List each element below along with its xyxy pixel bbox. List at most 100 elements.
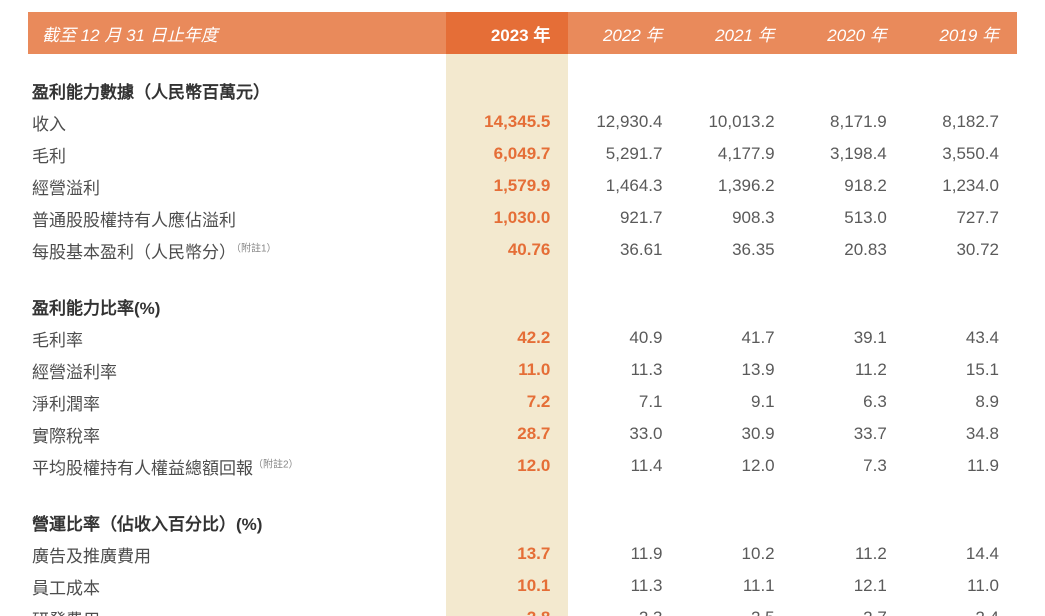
cell-value: 33.0 bbox=[568, 418, 680, 450]
cell-value: 921.7 bbox=[568, 202, 680, 234]
cell-value: 7.3 bbox=[793, 450, 905, 482]
cell-value: 4,177.9 bbox=[681, 138, 793, 170]
cell-value: 12.0 bbox=[681, 450, 793, 482]
cell-value: 11.9 bbox=[568, 538, 680, 570]
section-title: 盈利能力數據（人民幣百萬元） bbox=[28, 74, 446, 106]
cell-highlight: 2.8 bbox=[446, 602, 568, 616]
cell-highlight: 13.7 bbox=[446, 538, 568, 570]
cell-value: 34.8 bbox=[905, 418, 1017, 450]
cell-value: 513.0 bbox=[793, 202, 905, 234]
cell-value: 8,171.9 bbox=[793, 106, 905, 138]
cell-value: 1,234.0 bbox=[905, 170, 1017, 202]
header-title: 截至 12 月 31 日止年度 bbox=[28, 12, 446, 54]
header-year: 2023 年 bbox=[446, 12, 568, 54]
table-row: 經營溢利率11.011.313.911.215.1 bbox=[28, 354, 1017, 386]
table-row: 實際稅率28.733.030.933.734.8 bbox=[28, 418, 1017, 450]
table-row: 員工成本10.111.311.112.111.0 bbox=[28, 570, 1017, 602]
section-title: 盈利能力比率(%) bbox=[28, 290, 446, 322]
cell-highlight: 11.0 bbox=[446, 354, 568, 386]
cell-value: 11.2 bbox=[793, 354, 905, 386]
cell-highlight: 6,049.7 bbox=[446, 138, 568, 170]
cell-highlight: 14,345.5 bbox=[446, 106, 568, 138]
cell-value: 30.9 bbox=[681, 418, 793, 450]
section-title-row: 盈利能力數據（人民幣百萬元） bbox=[28, 74, 1017, 106]
cell-value: 6.3 bbox=[793, 386, 905, 418]
row-label: 研發費用 bbox=[28, 602, 446, 616]
table-row: 收入14,345.512,930.410,013.28,171.98,182.7 bbox=[28, 106, 1017, 138]
cell-highlight: 1,579.9 bbox=[446, 170, 568, 202]
row-label: 平均股權持有人權益總額回報（附註2） bbox=[28, 450, 446, 482]
row-label: 每股基本盈利（人民幣分）（附註1） bbox=[28, 234, 446, 266]
spacer-row bbox=[28, 482, 1017, 506]
header-year: 2019 年 bbox=[905, 12, 1017, 54]
row-label: 廣告及推廣費用 bbox=[28, 538, 446, 570]
cell-value: 5,291.7 bbox=[568, 138, 680, 170]
table-row: 平均股權持有人權益總額回報（附註2）12.011.412.07.311.9 bbox=[28, 450, 1017, 482]
cell-value: 14.4 bbox=[905, 538, 1017, 570]
cell-value: 36.35 bbox=[681, 234, 793, 266]
cell-value: 10,013.2 bbox=[681, 106, 793, 138]
spacer-row bbox=[28, 54, 1017, 74]
table-row: 毛利率42.240.941.739.143.4 bbox=[28, 322, 1017, 354]
cell-value: 3,198.4 bbox=[793, 138, 905, 170]
section-title-row: 盈利能力比率(%) bbox=[28, 290, 1017, 322]
cell-value: 11.9 bbox=[905, 450, 1017, 482]
row-label: 毛利率 bbox=[28, 322, 446, 354]
header-year: 2021 年 bbox=[681, 12, 793, 54]
cell-value: 11.2 bbox=[793, 538, 905, 570]
table-row: 每股基本盈利（人民幣分）（附註1）40.7636.6136.3520.8330.… bbox=[28, 234, 1017, 266]
cell-highlight: 7.2 bbox=[446, 386, 568, 418]
cell-value: 20.83 bbox=[793, 234, 905, 266]
cell-value: 12,930.4 bbox=[568, 106, 680, 138]
table-row: 普通股股權持有人應佔溢利1,030.0921.7908.3513.0727.7 bbox=[28, 202, 1017, 234]
header-year: 2020 年 bbox=[793, 12, 905, 54]
cell-highlight: 28.7 bbox=[446, 418, 568, 450]
cell-value: 2.5 bbox=[681, 602, 793, 616]
cell-value: 8.9 bbox=[905, 386, 1017, 418]
cell-value: 15.1 bbox=[905, 354, 1017, 386]
cell-highlight: 42.2 bbox=[446, 322, 568, 354]
table-row: 研發費用2.82.32.52.72.4 bbox=[28, 602, 1017, 616]
cell-value: 908.3 bbox=[681, 202, 793, 234]
section-title: 營運比率（佔收入百分比）(%) bbox=[28, 506, 446, 538]
table-row: 毛利6,049.75,291.74,177.93,198.43,550.4 bbox=[28, 138, 1017, 170]
cell-value: 11.4 bbox=[568, 450, 680, 482]
cell-value: 12.1 bbox=[793, 570, 905, 602]
cell-highlight: 12.0 bbox=[446, 450, 568, 482]
cell-highlight: 40.76 bbox=[446, 234, 568, 266]
row-label: 員工成本 bbox=[28, 570, 446, 602]
footnote-ref: （附註2） bbox=[253, 459, 299, 470]
header-year: 2022 年 bbox=[568, 12, 680, 54]
cell-value: 43.4 bbox=[905, 322, 1017, 354]
cell-value: 1,396.2 bbox=[681, 170, 793, 202]
cell-value: 11.3 bbox=[568, 354, 680, 386]
row-label: 普通股股權持有人應佔溢利 bbox=[28, 202, 446, 234]
financial-table: 截至 12 月 31 日止年度2023 年2022 年2021 年2020 年2… bbox=[28, 12, 1017, 616]
cell-value: 30.72 bbox=[905, 234, 1017, 266]
cell-value: 11.0 bbox=[905, 570, 1017, 602]
cell-value: 39.1 bbox=[793, 322, 905, 354]
cell-value: 8,182.7 bbox=[905, 106, 1017, 138]
table-row: 淨利潤率7.27.19.16.38.9 bbox=[28, 386, 1017, 418]
cell-value: 918.2 bbox=[793, 170, 905, 202]
table-row: 廣告及推廣費用13.711.910.211.214.4 bbox=[28, 538, 1017, 570]
row-label: 淨利潤率 bbox=[28, 386, 446, 418]
cell-value: 11.1 bbox=[681, 570, 793, 602]
row-label: 收入 bbox=[28, 106, 446, 138]
row-label: 毛利 bbox=[28, 138, 446, 170]
cell-value: 3,550.4 bbox=[905, 138, 1017, 170]
cell-value: 33.7 bbox=[793, 418, 905, 450]
row-label: 經營溢利率 bbox=[28, 354, 446, 386]
cell-value: 727.7 bbox=[905, 202, 1017, 234]
cell-value: 10.2 bbox=[681, 538, 793, 570]
cell-value: 1,464.3 bbox=[568, 170, 680, 202]
cell-value: 13.9 bbox=[681, 354, 793, 386]
cell-value: 40.9 bbox=[568, 322, 680, 354]
cell-value: 11.3 bbox=[568, 570, 680, 602]
cell-highlight: 10.1 bbox=[446, 570, 568, 602]
footnote-ref: （附註1） bbox=[236, 243, 277, 254]
cell-value: 2.3 bbox=[568, 602, 680, 616]
cell-value: 41.7 bbox=[681, 322, 793, 354]
table-row: 經營溢利1,579.91,464.31,396.2918.21,234.0 bbox=[28, 170, 1017, 202]
cell-highlight: 1,030.0 bbox=[446, 202, 568, 234]
